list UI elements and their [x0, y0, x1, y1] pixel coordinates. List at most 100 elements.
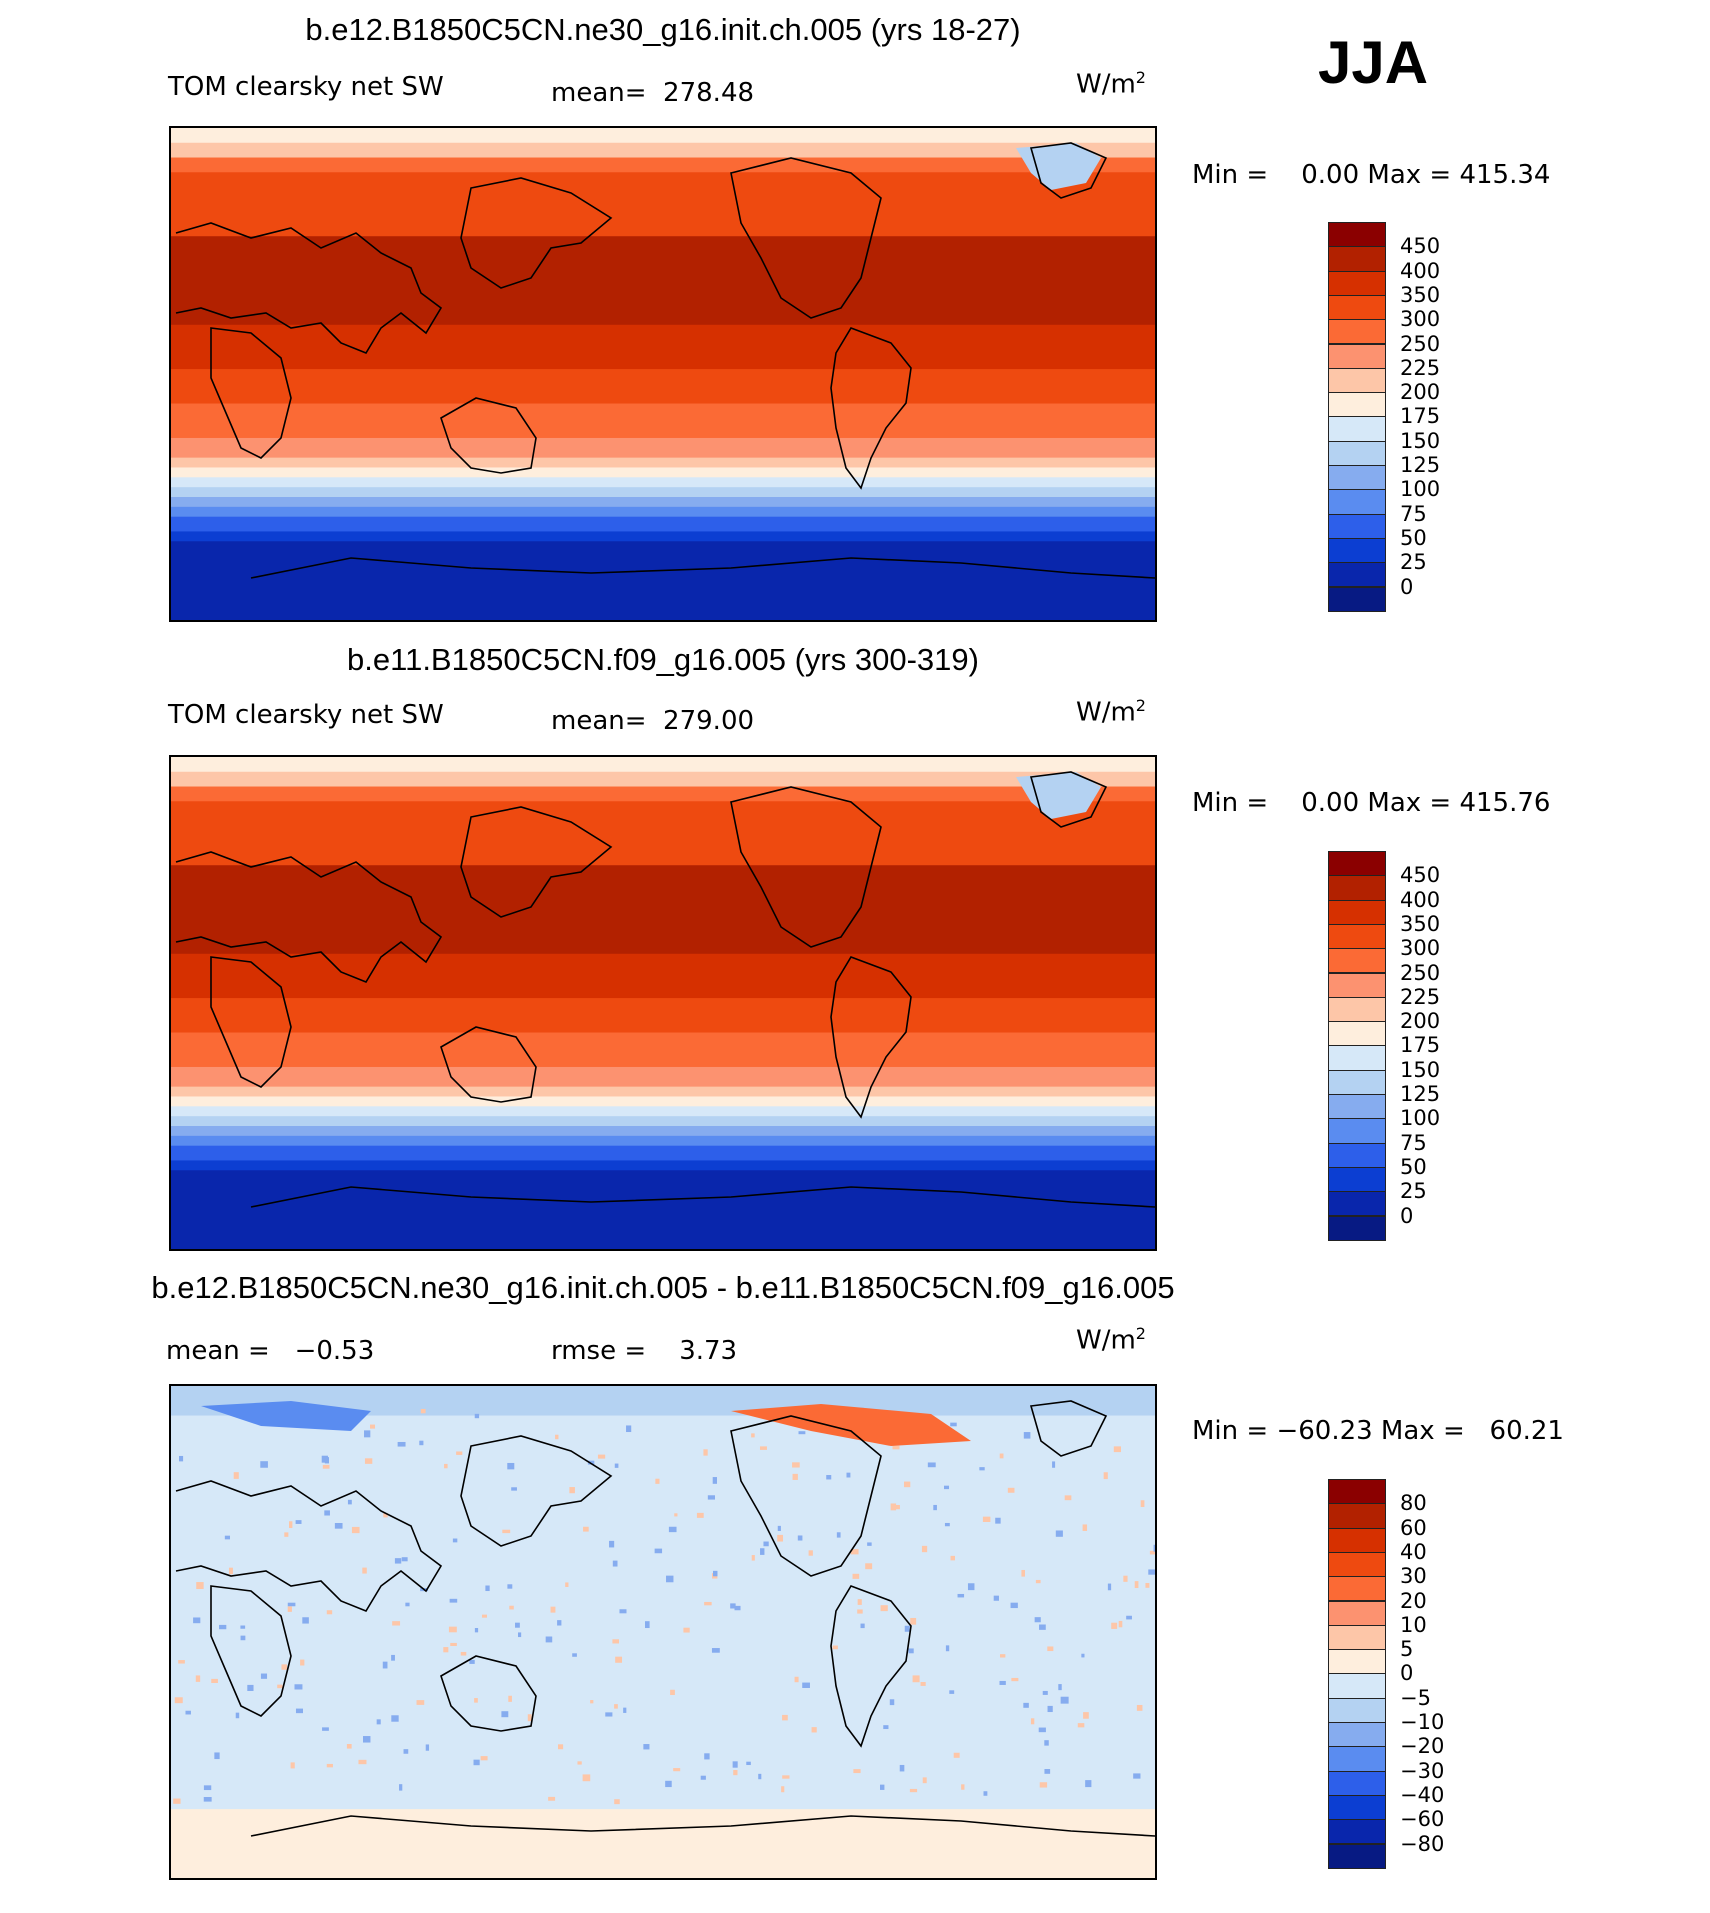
field-speckle: [288, 1603, 296, 1607]
field-speckle: [555, 1435, 558, 1440]
field-speckle: [1021, 1570, 1025, 1577]
colorbar-tick-label: 200: [1400, 1009, 1440, 1033]
field-speckle: [933, 1505, 937, 1510]
field-speckle: [615, 1657, 622, 1663]
colorbar-tick-label: 175: [1400, 1033, 1440, 1057]
field-speckle: [1024, 1432, 1031, 1439]
colorbar-swatch: [1328, 295, 1386, 320]
field-background: [171, 1386, 1155, 1878]
field-speckle: [1056, 1530, 1063, 1536]
colorbar-swatch: [1328, 1021, 1386, 1046]
field-speckle: [196, 1582, 203, 1589]
colorbar-tick-label: 100: [1400, 477, 1440, 501]
field-band: [171, 158, 1155, 174]
field-speckle: [605, 1712, 612, 1716]
field-speckle: [795, 1677, 799, 1682]
colorbar-swatch: [1328, 246, 1386, 271]
colorbar-tick-label: 80: [1400, 1491, 1427, 1515]
field-speckle: [853, 1769, 860, 1773]
field-speckle: [335, 1523, 343, 1529]
field-band: [171, 369, 1155, 404]
colorbar-swatch: [1328, 587, 1386, 612]
field-speckle: [395, 1558, 401, 1563]
field-speckle: [193, 1617, 200, 1623]
panel-2-map: [169, 755, 1157, 1251]
colorbar-tick-label: 450: [1400, 863, 1440, 887]
field-speckle: [923, 1777, 927, 1783]
field-speckle: [511, 1487, 517, 1490]
field-speckle: [362, 1568, 366, 1574]
field-speckle: [623, 1708, 626, 1713]
colorbar-tick-label: 175: [1400, 404, 1440, 428]
field-speckle: [1008, 1488, 1015, 1493]
field-speckle: [655, 1549, 662, 1554]
field-speckle: [867, 1542, 871, 1545]
field-speckle: [173, 1799, 180, 1804]
field-speckle: [994, 1596, 999, 1601]
field-band: [171, 757, 1155, 773]
field-speckle: [240, 1625, 245, 1628]
field-speckle: [613, 1561, 618, 1567]
field-speckle: [1044, 1769, 1050, 1774]
colorbar-tick-label: 400: [1400, 888, 1440, 912]
field-speckle: [760, 1548, 764, 1555]
field-speckle: [751, 1433, 755, 1437]
panel-2-minmax: Min = 0.00 Max = 415.76: [1192, 788, 1550, 818]
colorbar-swatch: [1328, 997, 1386, 1022]
field-speckle: [793, 1474, 798, 1480]
field-speckle: [1078, 1723, 1085, 1727]
field-speckle: [347, 1744, 352, 1749]
colorbar-tick-label: 10: [1400, 1613, 1427, 1637]
panel-1-map-svg: [171, 128, 1155, 620]
field-band: [171, 1126, 1155, 1137]
colorbar-tick-label: 250: [1400, 332, 1440, 356]
field-speckle: [324, 1510, 330, 1515]
colorbar-tick-label: −5: [1400, 1686, 1431, 1710]
field-speckle: [703, 1449, 707, 1455]
field-speckle: [984, 1791, 988, 1796]
field-speckle: [704, 1602, 711, 1605]
field-speckle: [296, 1520, 302, 1524]
field-speckle: [456, 1451, 462, 1454]
field-speckle: [289, 1521, 292, 1528]
field-band: [171, 1087, 1155, 1098]
colorbar-tick-label: 50: [1400, 1155, 1427, 1179]
field-speckle: [655, 1479, 659, 1484]
field-band: [171, 128, 1155, 144]
field-band: [171, 1106, 1155, 1117]
field-speckle: [733, 1770, 737, 1775]
colorbar-tick-label: 225: [1400, 985, 1440, 1009]
field-speckle: [300, 1660, 304, 1666]
field-speckle: [178, 1660, 185, 1664]
field-speckle: [1011, 1678, 1018, 1681]
field-speckle: [712, 1648, 720, 1653]
colorbar-swatch: [1328, 319, 1386, 344]
field-speckle: [954, 1753, 960, 1758]
field-speckle: [881, 1605, 888, 1611]
field-speckle: [865, 1563, 872, 1569]
field-speckle: [518, 1632, 521, 1637]
field-speckle: [979, 1467, 984, 1470]
colorbar-swatch: [1328, 1795, 1386, 1820]
field-speckle: [883, 1725, 888, 1729]
colorbar-tick-label: 350: [1400, 283, 1440, 307]
panel-3-minmax: Min = −60.23 Max = 60.21: [1192, 1416, 1564, 1446]
panel-1-variable-label: TOM clearsky net SW: [168, 72, 444, 102]
field-speckle: [609, 1541, 614, 1548]
colorbar-swatch: [1328, 1216, 1386, 1241]
field-speckle: [1023, 1703, 1029, 1708]
field-speckle: [928, 1462, 936, 1467]
colorbar-swatch: [1328, 924, 1386, 949]
field-speckle: [482, 1615, 487, 1618]
field-speckle: [708, 1495, 715, 1499]
colorbar-swatch: [1328, 1722, 1386, 1747]
field-speckle: [905, 1626, 910, 1632]
field-speckle: [697, 1513, 704, 1518]
panel-1-mean-label: mean= 278.48: [551, 78, 754, 108]
field-speckle: [281, 1664, 287, 1669]
field-speckle: [782, 1775, 789, 1778]
field-band: [171, 772, 1155, 788]
colorbar-tick-label: 25: [1400, 1179, 1427, 1203]
field-speckle: [922, 1546, 927, 1552]
field-speckle: [704, 1753, 709, 1759]
